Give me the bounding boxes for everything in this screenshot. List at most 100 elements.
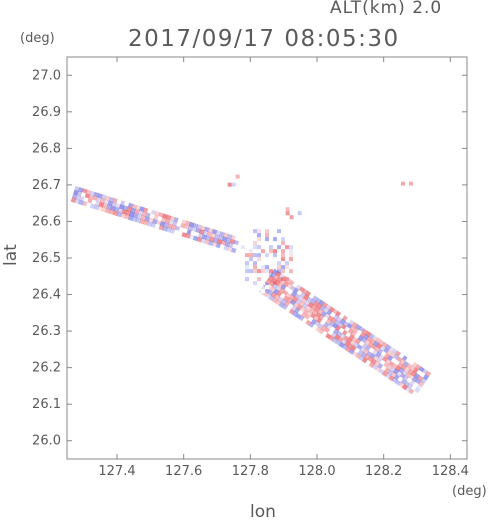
echo-cell xyxy=(181,219,187,225)
echo-cell xyxy=(84,193,91,199)
echo-cell xyxy=(410,385,417,392)
echo-cell xyxy=(194,231,200,238)
echo-cell xyxy=(375,351,382,359)
echo-cell xyxy=(127,215,134,221)
echo-cell xyxy=(150,222,157,229)
echo-cell xyxy=(397,376,404,383)
echo-cell xyxy=(257,241,261,246)
echo-cell xyxy=(315,326,322,333)
echo-cell xyxy=(192,223,199,229)
echo-cell xyxy=(380,365,387,372)
echo-cell xyxy=(216,239,223,245)
echo-cell xyxy=(275,270,282,278)
echo-cell xyxy=(420,377,427,384)
echo-cell xyxy=(150,209,157,216)
echo-cell xyxy=(253,241,257,246)
echo-cell xyxy=(320,310,327,317)
echo-cell xyxy=(82,200,88,207)
echo-cell xyxy=(227,233,233,240)
echo-cell xyxy=(162,213,168,219)
echo-cell xyxy=(360,351,367,359)
echo-cell xyxy=(408,359,415,366)
echo-cell xyxy=(180,223,186,229)
echo-cell xyxy=(196,236,203,243)
echo-cell xyxy=(265,229,269,234)
y-tick-label: 26.3 xyxy=(32,324,61,339)
echo-cell xyxy=(333,328,340,335)
echo-cell xyxy=(357,349,364,356)
x-tick-label: 128.4 xyxy=(432,464,469,479)
echo-band xyxy=(70,185,241,254)
echo-cell xyxy=(144,216,150,222)
echo-cell xyxy=(101,206,107,213)
echo-cell xyxy=(241,249,245,254)
echo-cell xyxy=(104,195,111,202)
echo-cell xyxy=(388,360,395,367)
echo-cell xyxy=(269,245,273,250)
echo-cell xyxy=(376,343,383,350)
echo-cell xyxy=(171,224,177,231)
echo-cell xyxy=(295,313,302,320)
echo-cell xyxy=(314,306,321,313)
y-tick-label: 26.8 xyxy=(32,141,61,156)
echo-cell xyxy=(181,232,187,238)
echo-cell xyxy=(273,249,277,254)
echo-cell xyxy=(374,346,381,353)
echo-cell xyxy=(398,367,405,374)
echo-cell xyxy=(111,201,117,208)
echo-cell xyxy=(113,206,120,213)
echo-cell xyxy=(368,333,375,340)
echo-cell xyxy=(168,219,175,226)
echo-cell xyxy=(311,324,319,331)
echo-cell xyxy=(223,245,229,251)
echo-cell xyxy=(285,257,289,262)
echo-cell xyxy=(302,303,309,310)
echo-cell xyxy=(148,217,154,224)
echo-cell xyxy=(202,230,209,236)
echo-cell xyxy=(404,366,411,373)
echo-cell xyxy=(277,261,281,266)
echo-cell xyxy=(269,269,273,274)
echo-cell xyxy=(249,269,253,274)
echo-cell xyxy=(162,226,168,232)
echo-cell xyxy=(289,269,293,274)
echo-cell xyxy=(388,346,395,353)
echo-cell xyxy=(395,379,402,386)
echo-cell xyxy=(371,335,378,342)
echo-cell xyxy=(163,222,170,228)
x-tick-label: 127.4 xyxy=(98,464,135,479)
echo-cell xyxy=(214,233,220,240)
echo-cell xyxy=(192,235,199,242)
x-axis-label: lon xyxy=(250,502,276,522)
echo-cell xyxy=(185,233,191,239)
echo-cell xyxy=(177,218,183,224)
y-tick-label: 26.2 xyxy=(32,361,61,376)
echo-cell xyxy=(126,206,133,213)
echo-cell xyxy=(391,377,398,384)
y-tick-label: 27.0 xyxy=(32,68,61,83)
echo-cell xyxy=(141,211,148,217)
echo-cell xyxy=(365,359,372,366)
echo-cell xyxy=(195,228,201,234)
echo-cell xyxy=(131,203,138,210)
echo-cell xyxy=(204,239,210,245)
echo-cell xyxy=(231,247,237,254)
echo-cell xyxy=(265,285,269,290)
echo-cell xyxy=(120,200,126,206)
x-tick-label: 127.8 xyxy=(232,464,269,479)
echo-cell xyxy=(306,296,313,303)
x-tick-label: 127.6 xyxy=(165,464,202,479)
echo-cell xyxy=(270,291,278,299)
echo-cell xyxy=(385,358,392,365)
echo-cell xyxy=(74,185,80,192)
echo-cell xyxy=(283,295,290,302)
echo-cell xyxy=(351,350,359,357)
echo-cell xyxy=(334,334,341,341)
echo-cell xyxy=(199,229,205,235)
echo-cell xyxy=(136,213,143,220)
echo-cell xyxy=(164,218,171,224)
echo-cell xyxy=(245,265,249,270)
echo-cell xyxy=(386,349,393,356)
echo-cell xyxy=(116,199,122,205)
